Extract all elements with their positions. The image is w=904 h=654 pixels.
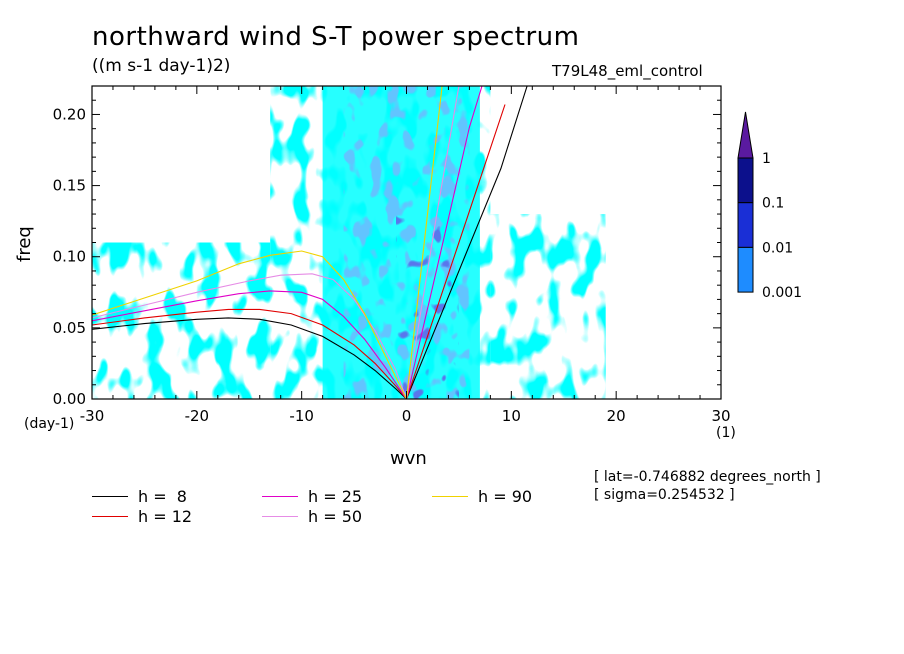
dispersion-curve-westward-0 [92,317,407,399]
colorbar-segment [737,202,754,248]
legend-swatch [262,495,298,497]
legend-item-h8: h = 8 [92,486,187,506]
colorbar-label: 1 [762,151,771,167]
axes: -30 -20 -10 0 10 20 30 0.00 0.05 0.10 0.15 0.20 [53,86,731,425]
dispersion-curve-eastward-1 [405,104,506,399]
x-tick-label: 0 [402,407,412,425]
dispersion-curve-westward-3 [92,273,408,399]
field-level-0.001-east [490,214,606,399]
dispersion-curve-westward-2 [92,290,407,399]
colorbar: 0.001 0.01 0.1 1 [737,111,802,301]
colorbar-segment [737,157,754,204]
field-level-0.1 [396,214,459,399]
x-tick-label: 20 [607,407,626,425]
legend-item-h90: h = 90 [432,486,532,506]
colorbar-overflow [737,111,754,159]
dispersion-curve-westward-4 [92,250,407,399]
dispersion-curve-eastward-3 [405,86,460,399]
y-axis-label: freq [14,226,35,262]
y-tick-label: 0.20 [53,105,86,123]
dispersion-curve-eastward-2 [405,86,483,399]
chart-title: northward wind S-T power spectrum [92,22,580,52]
y-tick-label: 0.10 [53,248,86,266]
legend-label: h = 12 [138,506,193,526]
colorbar-label: 0.1 [762,196,784,212]
dispersion-curve-eastward-0 [405,86,528,399]
sigma-info: [ sigma=0.254532 ] [594,487,735,503]
legend-swatch [92,495,128,497]
spectrum-field [92,86,606,399]
colorbar-segment [737,246,754,293]
dispersion-curves [92,86,528,399]
x-tick-label: -20 [185,407,210,425]
legend-item-h12: h = 12 [92,506,192,526]
x-tick-label: 10 [502,407,521,425]
legend-item-h25: h = 25 [262,486,362,506]
x-axis-label: wvn [390,448,427,469]
y-tick-label: 0.05 [53,319,86,337]
run-name: T79L48_eml_control [552,62,703,80]
colorbar-label: 0.01 [762,240,793,256]
chart-units: ((m s-1 day-1)2) [92,56,231,76]
y-axis-unit: (day-1) [24,416,75,432]
legend-swatch [92,515,128,517]
legend-swatch [432,495,468,497]
legend-label: h = 90 [478,486,533,506]
legend-swatch [262,515,298,517]
x-tick-label: 30 [711,407,730,425]
y-tick-label: 0.00 [53,390,86,408]
x-tick-label: -30 [80,407,105,425]
legend-item-h50: h = 50 [262,506,362,526]
y-tick-label: 0.15 [53,177,86,195]
x-tick-label: -10 [289,407,314,425]
legend-label: h = 50 [308,506,363,526]
legend-label: h = 8 [138,486,187,506]
latitude-info: [ lat=-0.746882 degrees_north ] [594,469,821,485]
dispersion-curve-eastward-4 [405,86,443,399]
dispersion-curve-westward-1 [92,308,407,399]
colorbar-label: 0.001 [762,285,802,301]
x-axis-unit: (1) [716,425,736,441]
legend-label: h = 25 [308,486,363,506]
